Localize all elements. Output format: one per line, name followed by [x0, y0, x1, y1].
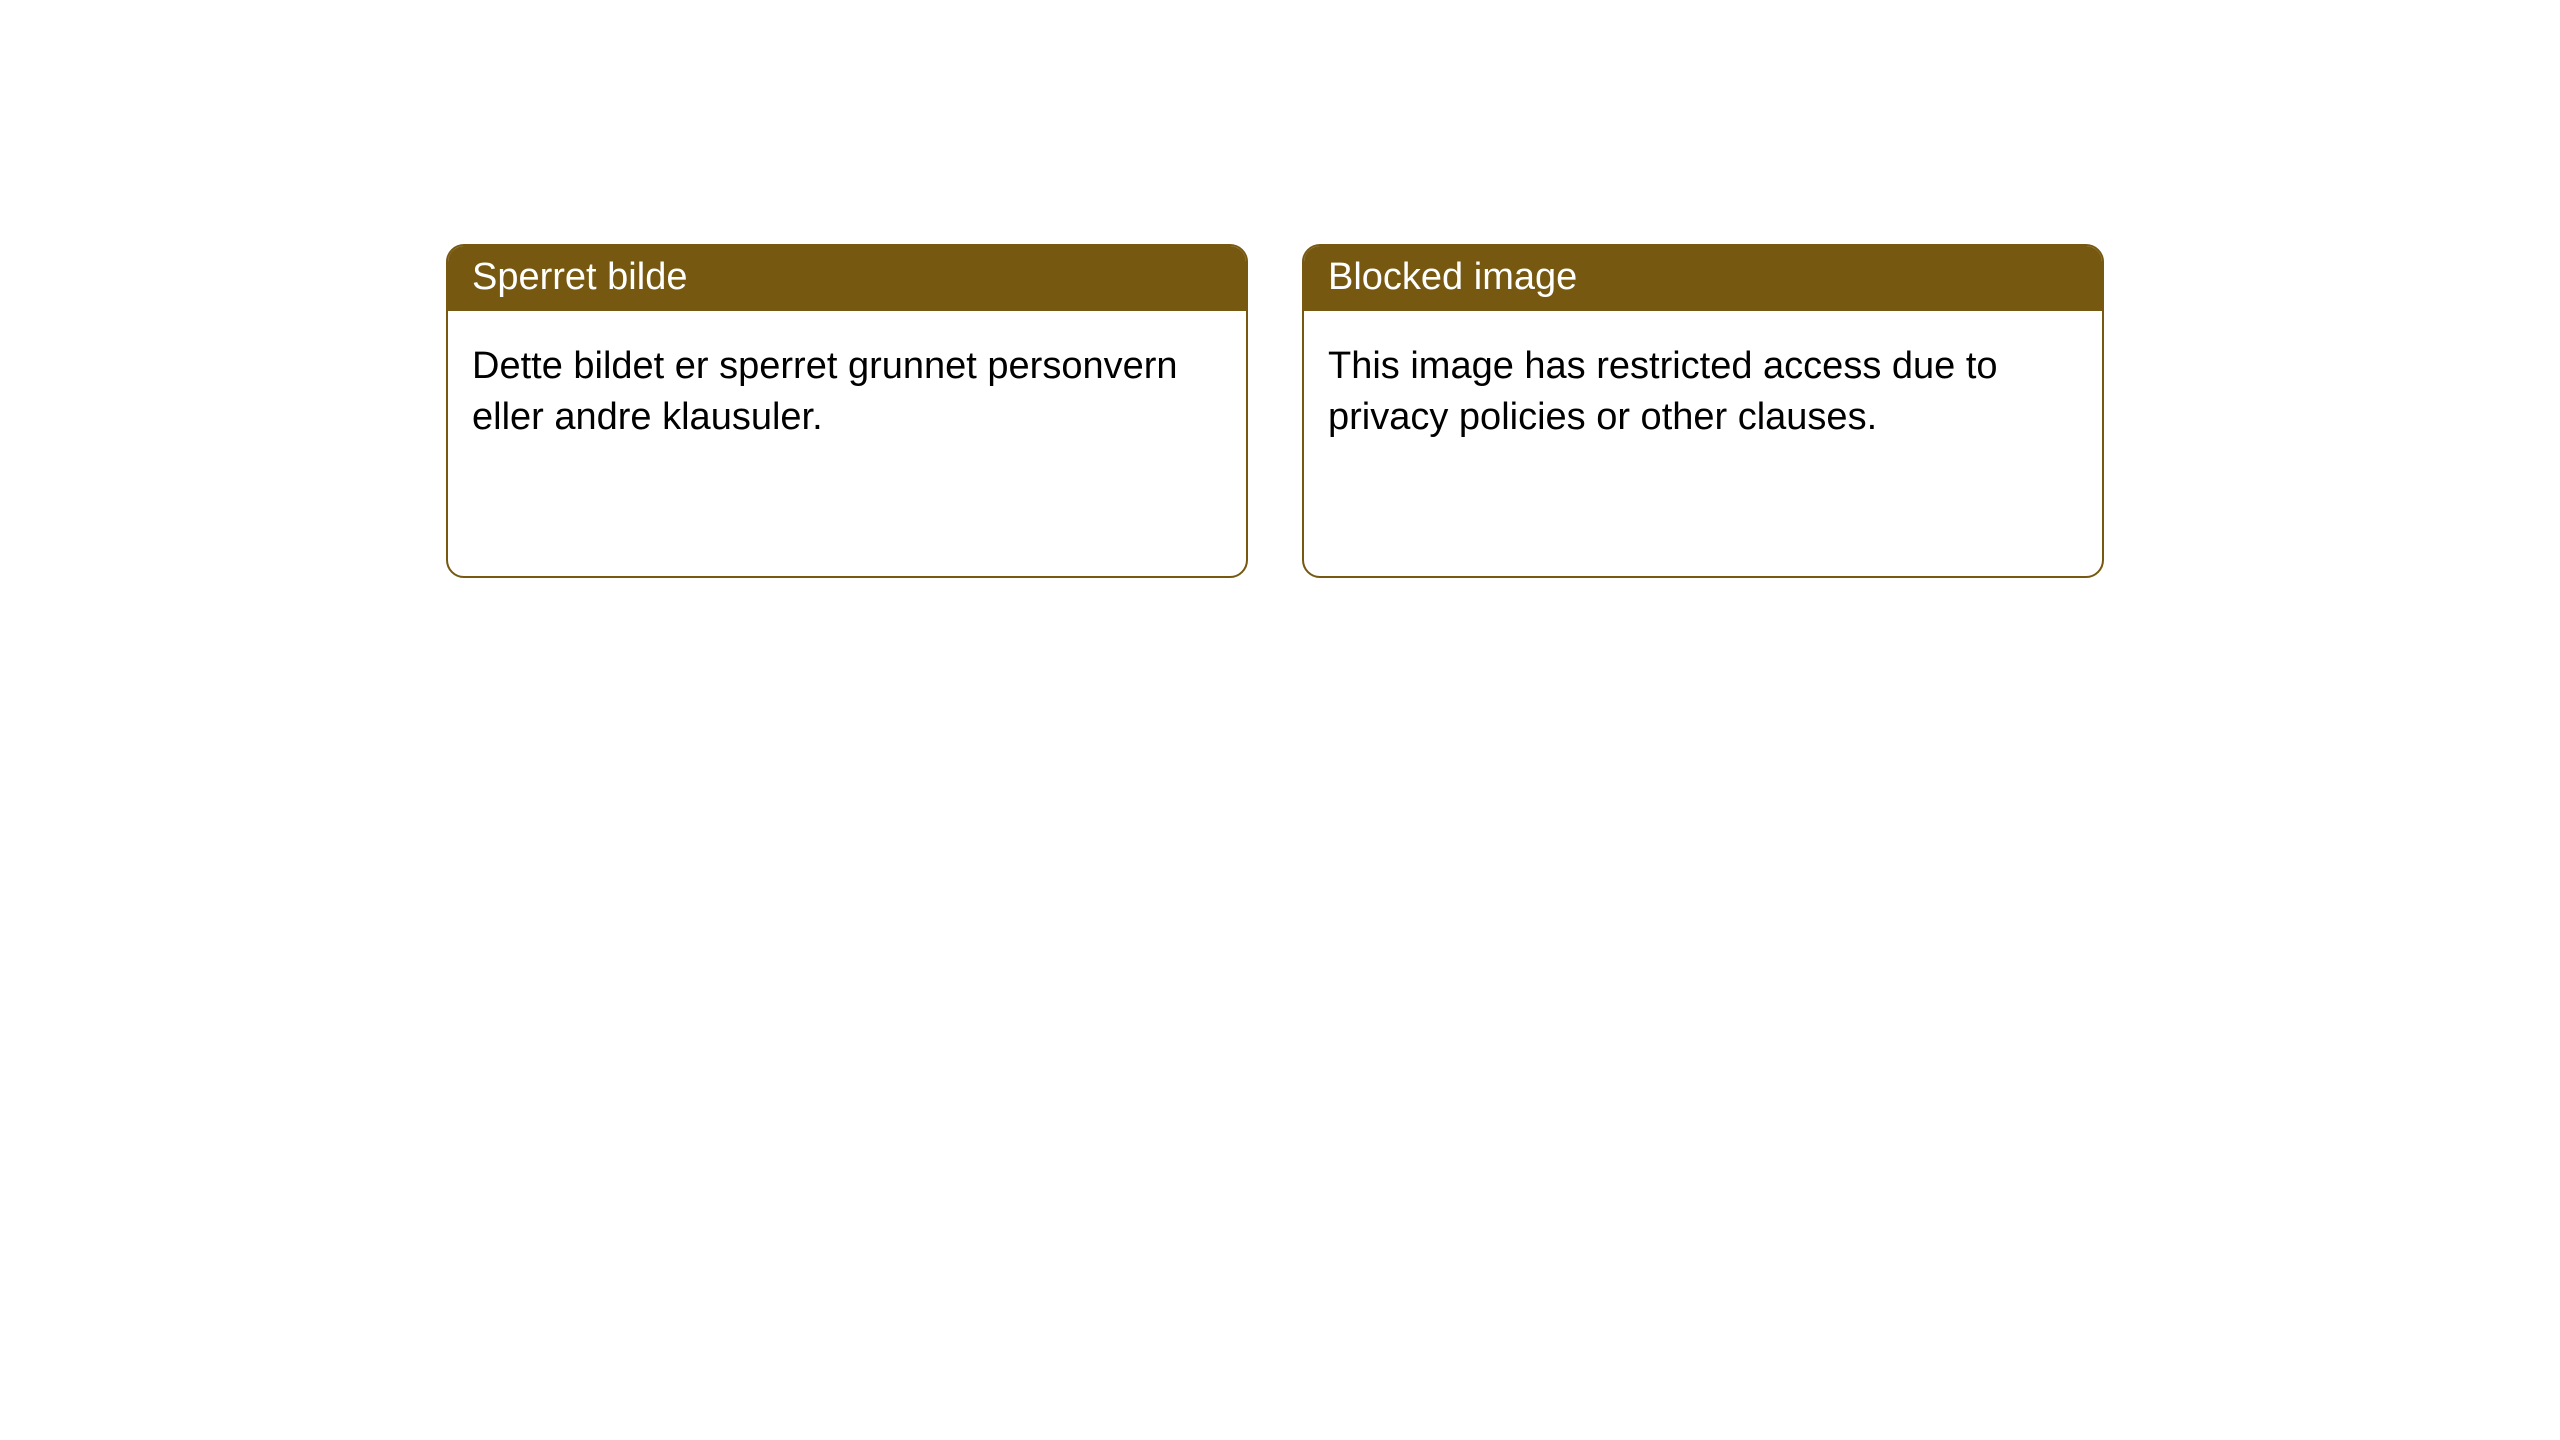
- notice-header-norwegian: Sperret bilde: [448, 246, 1246, 311]
- notice-body-english: This image has restricted access due to …: [1304, 311, 2102, 474]
- notice-body-norwegian: Dette bildet er sperret grunnet personve…: [448, 311, 1246, 474]
- notice-card-english: Blocked image This image has restricted …: [1302, 244, 2104, 578]
- notice-container: Sperret bilde Dette bildet er sperret gr…: [446, 244, 2104, 578]
- notice-card-norwegian: Sperret bilde Dette bildet er sperret gr…: [446, 244, 1248, 578]
- notice-header-english: Blocked image: [1304, 246, 2102, 311]
